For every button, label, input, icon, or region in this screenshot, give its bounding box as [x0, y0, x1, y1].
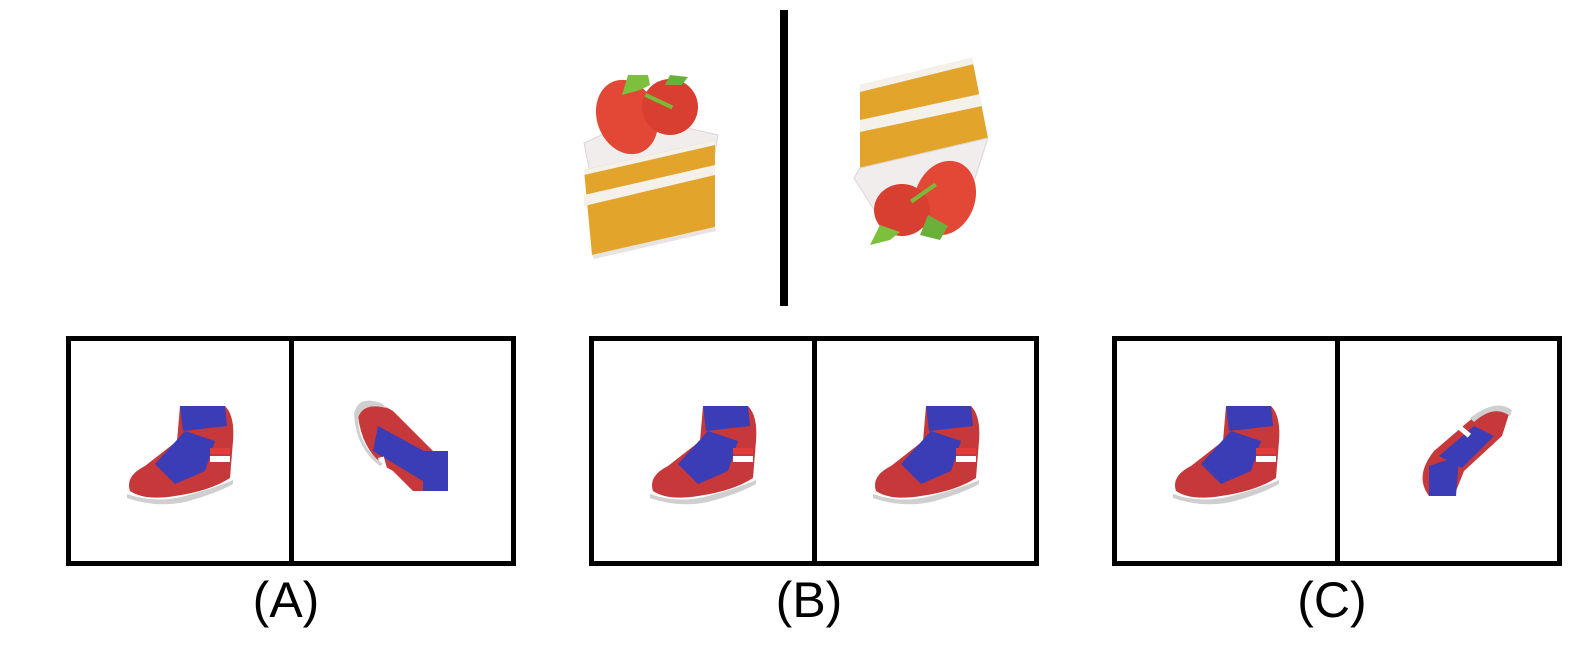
- sneaker-icon: [1173, 406, 1280, 505]
- option-frame: [1112, 336, 1562, 566]
- sneaker-icon: [127, 406, 234, 505]
- option-a[interactable]: [66, 336, 516, 566]
- option-left-panel: [71, 341, 289, 561]
- option-left-panel: [594, 341, 812, 561]
- option-b[interactable]: [589, 336, 1039, 566]
- option-frame: [589, 336, 1039, 566]
- option-divider: [289, 341, 294, 561]
- sneaker-icon: [1422, 405, 1512, 496]
- example-divider: [780, 10, 788, 306]
- option-a-label: (A): [252, 572, 320, 628]
- option-left-panel: [1117, 341, 1335, 561]
- option-right-panel: [817, 341, 1034, 561]
- option-divider: [1335, 341, 1340, 561]
- cake-slice-icon: [583, 75, 719, 259]
- sneaker-icon: [650, 406, 757, 505]
- option-divider: [812, 341, 817, 561]
- option-b-label: (B): [775, 572, 843, 628]
- option-c-label: (C): [1297, 572, 1367, 628]
- sneaker-icon: [354, 400, 448, 491]
- option-frame: [66, 336, 516, 566]
- option-right-panel: [1340, 341, 1557, 561]
- sneaker-icon: [873, 406, 980, 505]
- option-right-panel: [294, 341, 511, 561]
- option-c[interactable]: [1112, 336, 1562, 566]
- example-row: [0, 0, 1584, 320]
- cake-slice-icon: [853, 58, 989, 245]
